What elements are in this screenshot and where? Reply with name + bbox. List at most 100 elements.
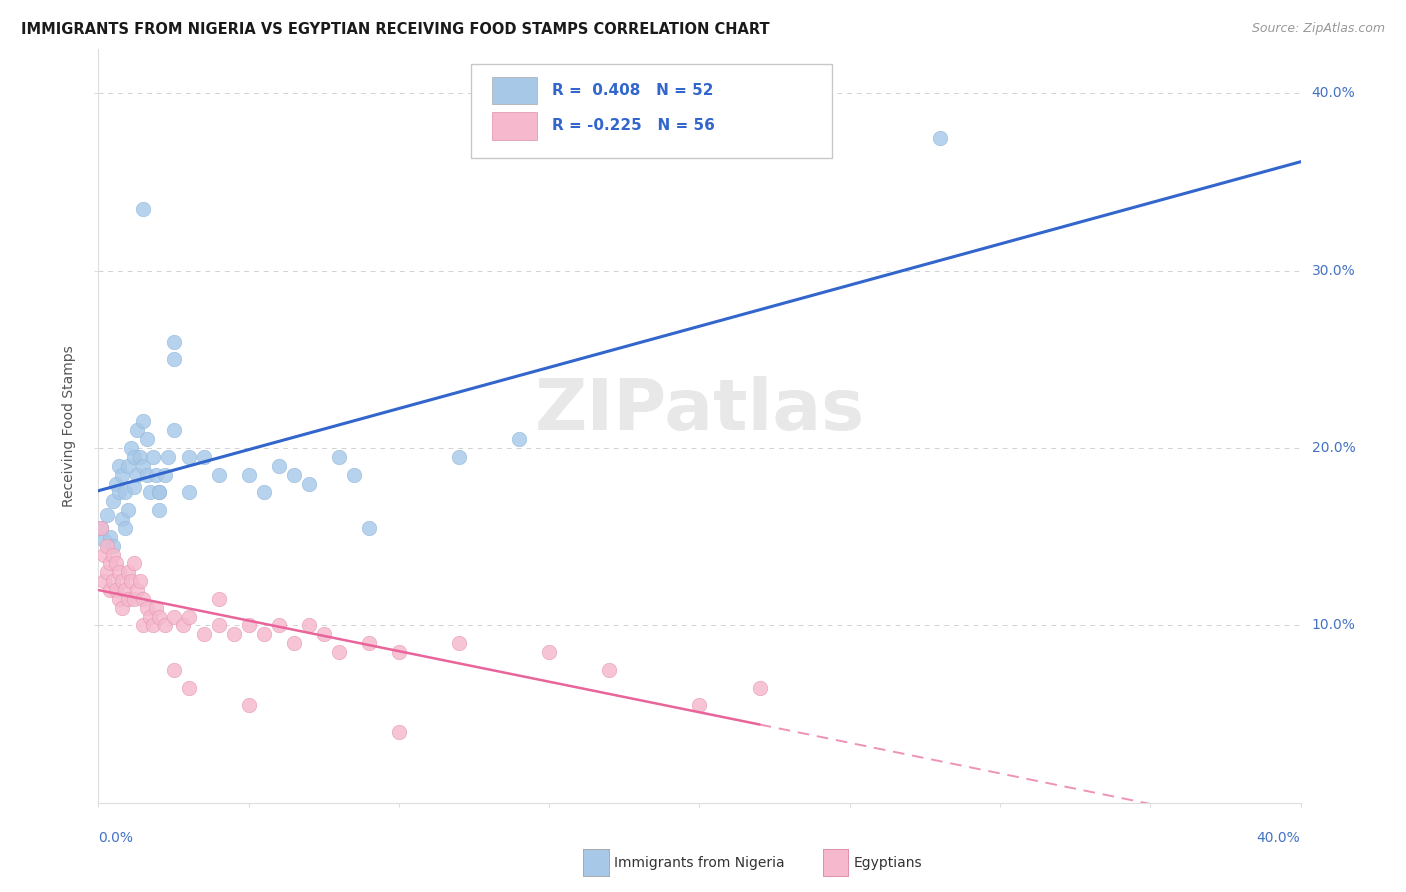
Point [357,636,380,650]
Point [100,530,122,544]
Point [132,591,155,606]
Point [90,521,112,535]
Point [96,566,118,580]
Text: R = -0.225   N = 56: R = -0.225 N = 56 [551,119,714,134]
Point [129,574,152,588]
Point [222,627,245,641]
Point [267,458,290,473]
Point [127,467,149,482]
Point [193,450,215,464]
Point [135,467,157,482]
Point [508,432,530,446]
Point [90,521,112,535]
Point [208,618,231,632]
Point [312,627,335,641]
Point [148,609,170,624]
Point [127,582,149,597]
Point [298,476,321,491]
Text: ZIPatlas: ZIPatlas [534,376,865,445]
Point [172,618,194,632]
Text: 10.0%: 10.0% [1312,618,1355,632]
Point [124,591,146,606]
Point [114,521,136,535]
Point [177,485,200,500]
Point [111,467,134,482]
Point [103,574,125,588]
Point [162,352,184,367]
Point [145,600,167,615]
Point [238,467,260,482]
Text: 0.0%: 0.0% [98,830,134,845]
Point [598,663,620,677]
Point [93,533,115,548]
Point [148,485,170,500]
Point [105,476,128,491]
Text: 40.0%: 40.0% [1257,830,1301,845]
Text: Source: ZipAtlas.com: Source: ZipAtlas.com [1251,22,1385,36]
Point [124,557,146,571]
Point [105,582,128,597]
Point [141,450,163,464]
Point [105,557,128,571]
Point [100,557,122,571]
Point [114,582,136,597]
Point [156,450,179,464]
Point [238,618,260,632]
Point [538,645,561,659]
Point [148,503,170,517]
Point [153,467,176,482]
Point [748,681,770,695]
Point [117,566,139,580]
Y-axis label: Receiving Food Stamps: Receiving Food Stamps [62,345,76,507]
Point [267,618,290,632]
Point [135,600,157,615]
Point [148,485,170,500]
Point [388,724,411,739]
Point [93,574,115,588]
Point [138,609,160,624]
Point [253,485,276,500]
Text: R =  0.408   N = 52: R = 0.408 N = 52 [551,83,713,98]
Point [153,618,176,632]
Point [124,450,146,464]
Point [117,458,139,473]
Point [108,458,131,473]
Point [132,618,155,632]
Point [283,467,305,482]
FancyBboxPatch shape [492,77,537,104]
Point [103,539,125,553]
Point [96,508,118,523]
FancyBboxPatch shape [492,112,537,139]
Point [208,591,231,606]
Point [208,467,231,482]
Point [117,503,139,517]
Text: IMMIGRANTS FROM NIGERIA VS EGYPTIAN RECEIVING FOOD STAMPS CORRELATION CHART: IMMIGRANTS FROM NIGERIA VS EGYPTIAN RECE… [21,22,769,37]
Point [688,698,710,713]
Point [111,600,134,615]
Point [103,548,125,562]
Text: 30.0%: 30.0% [1312,264,1355,277]
Point [447,636,470,650]
Text: Egyptians: Egyptians [853,855,922,870]
FancyBboxPatch shape [471,64,832,159]
Point [93,548,115,562]
Point [138,485,160,500]
Point [124,480,146,494]
Point [357,521,380,535]
Point [238,698,260,713]
Point [103,494,125,508]
Point [283,636,305,650]
Point [298,618,321,632]
Point [129,450,152,464]
Text: 20.0%: 20.0% [1312,442,1355,455]
Point [135,432,157,446]
Text: 40.0%: 40.0% [1312,87,1355,101]
Point [96,539,118,553]
Point [447,450,470,464]
Point [929,130,952,145]
Point [145,467,167,482]
Point [108,591,131,606]
Point [328,450,350,464]
Text: Immigrants from Nigeria: Immigrants from Nigeria [614,855,785,870]
Point [177,681,200,695]
